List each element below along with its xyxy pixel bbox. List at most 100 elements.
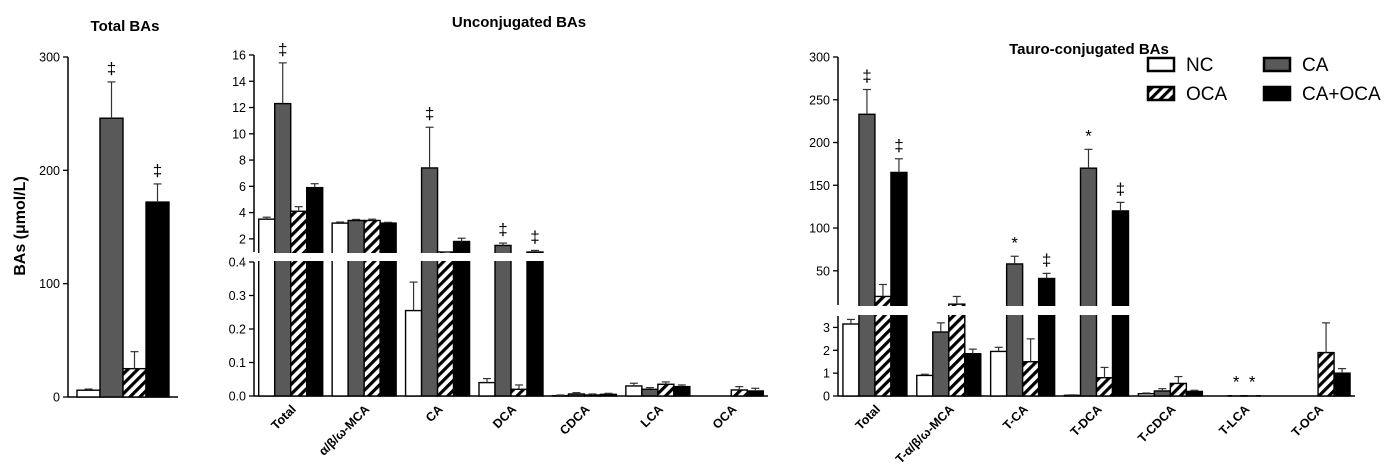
x-category-label: CA	[423, 402, 446, 425]
y-tick-label: 12	[232, 101, 246, 115]
y-tick-label: 200	[809, 136, 830, 150]
significance-mark: *	[1233, 373, 1240, 392]
bar-ca-oca-t-oca	[1333, 372, 1351, 397]
legend-swatch-ca	[1262, 56, 1292, 73]
bar-oca-oca	[730, 389, 748, 397]
y-tick-label: 300	[809, 51, 830, 65]
y-tick-label: 50	[816, 264, 830, 278]
bar-ca-oca-total	[890, 171, 908, 397]
y-tick-label: 100	[39, 277, 60, 291]
significance-mark: ‡	[498, 220, 507, 239]
y-tick-label: 2	[239, 232, 246, 246]
bar-ca-oca-t-ca	[1037, 277, 1056, 397]
significance-mark: ‡	[278, 40, 287, 59]
x-category-label: DCA	[490, 402, 519, 431]
x-category-label: α/β/ω-MCA	[316, 402, 372, 458]
significance-mark: ‡	[425, 104, 434, 123]
panel-title-unconjugated: Unconjugated BAs	[452, 14, 586, 31]
y-tick-label: 1	[823, 367, 830, 381]
x-category-label: LCA	[638, 402, 666, 430]
legend-swatch-nc	[1146, 56, 1176, 73]
bar-ca-oca-ca	[452, 240, 471, 397]
y-tick-label: 0.2	[229, 323, 246, 337]
bar-ca-ca	[420, 167, 439, 397]
bar-ca-mca	[347, 219, 365, 397]
legend-swatch-oca	[1146, 85, 1176, 102]
bar-ca-lca	[641, 388, 659, 397]
significance-mark: ‡	[862, 66, 871, 85]
y-tick-label: 6	[239, 180, 246, 194]
bar-nc-total	[842, 323, 860, 397]
y-tick-label: 3	[823, 321, 830, 335]
bar-ca-oca-mca	[379, 222, 397, 397]
bar-oca-cdca	[583, 394, 602, 397]
bar-ca-oca-total	[306, 186, 324, 397]
y-axis-label: BAs (μmol/L)	[12, 176, 29, 276]
bar-nc-mca	[331, 222, 349, 397]
y-tick-label: 14	[232, 75, 246, 89]
y-tick-label: 0	[823, 390, 830, 404]
significance-mark: *	[1011, 233, 1018, 252]
x-category-label: T-DCA	[1068, 402, 1105, 439]
legend-label-oca: OCA	[1186, 84, 1228, 105]
bar-ca-dca	[494, 244, 512, 397]
y-tick-label: 0.0	[229, 390, 246, 404]
bar-oca-t-cdca	[1169, 382, 1188, 397]
significance-mark: ‡	[530, 227, 539, 246]
bar-oca-x	[122, 367, 147, 398]
y-tick-label: 0.1	[229, 356, 246, 370]
y-tick-label: 8	[239, 154, 246, 168]
bar-ca-x	[99, 117, 124, 398]
bar-ca-cdca	[567, 393, 586, 397]
panel-unconjugated-bas: Unconjugated BAs 0.0 0.1 0.2 0.3 0.4 2 4 6 8 10 12…	[229, 14, 773, 458]
bar-ca-oca-t-dca	[1111, 210, 1130, 397]
axis-break-gap	[828, 306, 1360, 315]
y-tick-label: 0	[53, 391, 60, 405]
significance-mark: *	[1249, 373, 1256, 392]
bar-ca-t-dca	[1079, 167, 1098, 397]
bar-nc-t-mca	[916, 374, 934, 397]
significance-mark: ‡	[107, 59, 116, 78]
bar-nc-ca	[404, 309, 423, 397]
bar-ca-oca-cdca	[599, 393, 618, 397]
bar-oca-dca	[510, 388, 528, 397]
y-tick-label: 100	[809, 222, 830, 236]
bar-ca-oca-t-mca	[964, 353, 982, 397]
y-tick-label: 300	[39, 51, 60, 65]
panel-tauro-conjugated-bas: Tauro-conjugated BAs 0 1 2 3 50 100 150 200 250 3…	[809, 41, 1360, 466]
legend-label-ca: CA	[1302, 55, 1329, 76]
bar-oca-total	[290, 210, 308, 397]
panel-title-total: Total BAs	[91, 18, 160, 35]
bar-nc-t-cdca	[1137, 393, 1156, 397]
y-tick-label: 150	[809, 179, 830, 193]
significance-mark: ‡	[894, 136, 903, 155]
x-category-label: OCA	[710, 402, 740, 432]
y-tick-label: 0.4	[229, 256, 246, 270]
bar-ca-t-ca	[1005, 263, 1024, 397]
y-tick-label: 16	[232, 49, 246, 63]
x-category-label: Total	[853, 402, 883, 432]
panel-total-bas: Total BAs 0 100 200 300 ‡ ‡	[39, 18, 178, 405]
bar-oca-ca	[436, 251, 455, 397]
bar-oca-t-ca	[1021, 361, 1040, 397]
bar-ca-oca-oca	[746, 390, 764, 397]
x-category-label: T-LCA	[1216, 402, 1252, 438]
bar-ca-total	[858, 113, 876, 397]
bar-oca-t-oca	[1317, 351, 1335, 397]
x-category-label: T-OCA	[1289, 402, 1326, 439]
y-tick-label: 2	[823, 344, 830, 358]
significance-mark: *	[1085, 126, 1092, 145]
y-tick-label: 200	[39, 164, 60, 178]
y-tick-label: 10	[232, 127, 246, 141]
panel-title-tauro: Tauro-conjugated BAs	[1009, 41, 1169, 58]
bar-oca-mca	[363, 219, 381, 397]
bar-nc-dca	[478, 381, 496, 397]
bar-ca-total	[274, 102, 292, 397]
y-tick-label: 250	[809, 93, 830, 107]
legend-label-ca-oca: CA+OCA	[1302, 84, 1381, 105]
bar-ca-oca-x	[145, 201, 170, 398]
bar-oca-t-dca	[1095, 377, 1114, 397]
bar-oca-t-mca	[948, 303, 966, 397]
bar-nc-x	[76, 389, 101, 398]
